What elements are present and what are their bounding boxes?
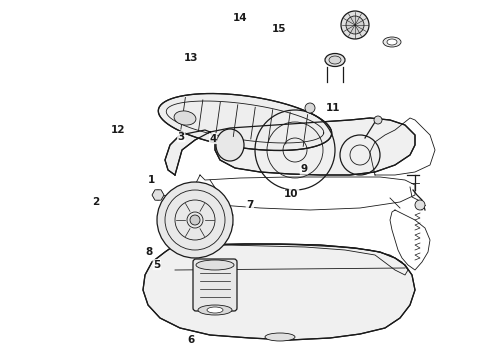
Circle shape bbox=[341, 11, 369, 39]
Polygon shape bbox=[158, 94, 332, 150]
Ellipse shape bbox=[216, 129, 244, 161]
Text: 11: 11 bbox=[326, 103, 341, 113]
Circle shape bbox=[415, 200, 425, 210]
Text: 6: 6 bbox=[188, 335, 195, 345]
Text: 15: 15 bbox=[272, 24, 287, 34]
Polygon shape bbox=[143, 244, 415, 340]
Text: 4: 4 bbox=[209, 134, 217, 144]
Text: 13: 13 bbox=[184, 53, 198, 63]
Text: 12: 12 bbox=[110, 125, 125, 135]
Circle shape bbox=[374, 116, 382, 124]
Ellipse shape bbox=[174, 111, 196, 125]
Circle shape bbox=[346, 16, 364, 34]
Text: 8: 8 bbox=[146, 247, 153, 257]
Text: 2: 2 bbox=[92, 197, 99, 207]
Circle shape bbox=[153, 190, 163, 200]
Text: 3: 3 bbox=[178, 132, 185, 142]
Text: 1: 1 bbox=[148, 175, 155, 185]
Ellipse shape bbox=[383, 37, 401, 47]
Ellipse shape bbox=[198, 305, 232, 315]
Ellipse shape bbox=[329, 56, 341, 64]
Text: 9: 9 bbox=[300, 164, 307, 174]
Ellipse shape bbox=[196, 260, 234, 270]
Text: 10: 10 bbox=[284, 189, 299, 199]
Text: 14: 14 bbox=[233, 13, 247, 23]
Circle shape bbox=[190, 215, 200, 225]
Text: 7: 7 bbox=[246, 200, 254, 210]
Polygon shape bbox=[152, 190, 164, 200]
Circle shape bbox=[305, 103, 315, 113]
FancyBboxPatch shape bbox=[193, 259, 237, 311]
Ellipse shape bbox=[387, 39, 397, 45]
Polygon shape bbox=[165, 118, 415, 175]
Ellipse shape bbox=[207, 307, 223, 313]
Ellipse shape bbox=[325, 54, 345, 67]
Circle shape bbox=[157, 182, 233, 258]
Ellipse shape bbox=[265, 333, 295, 341]
Text: 5: 5 bbox=[153, 260, 160, 270]
